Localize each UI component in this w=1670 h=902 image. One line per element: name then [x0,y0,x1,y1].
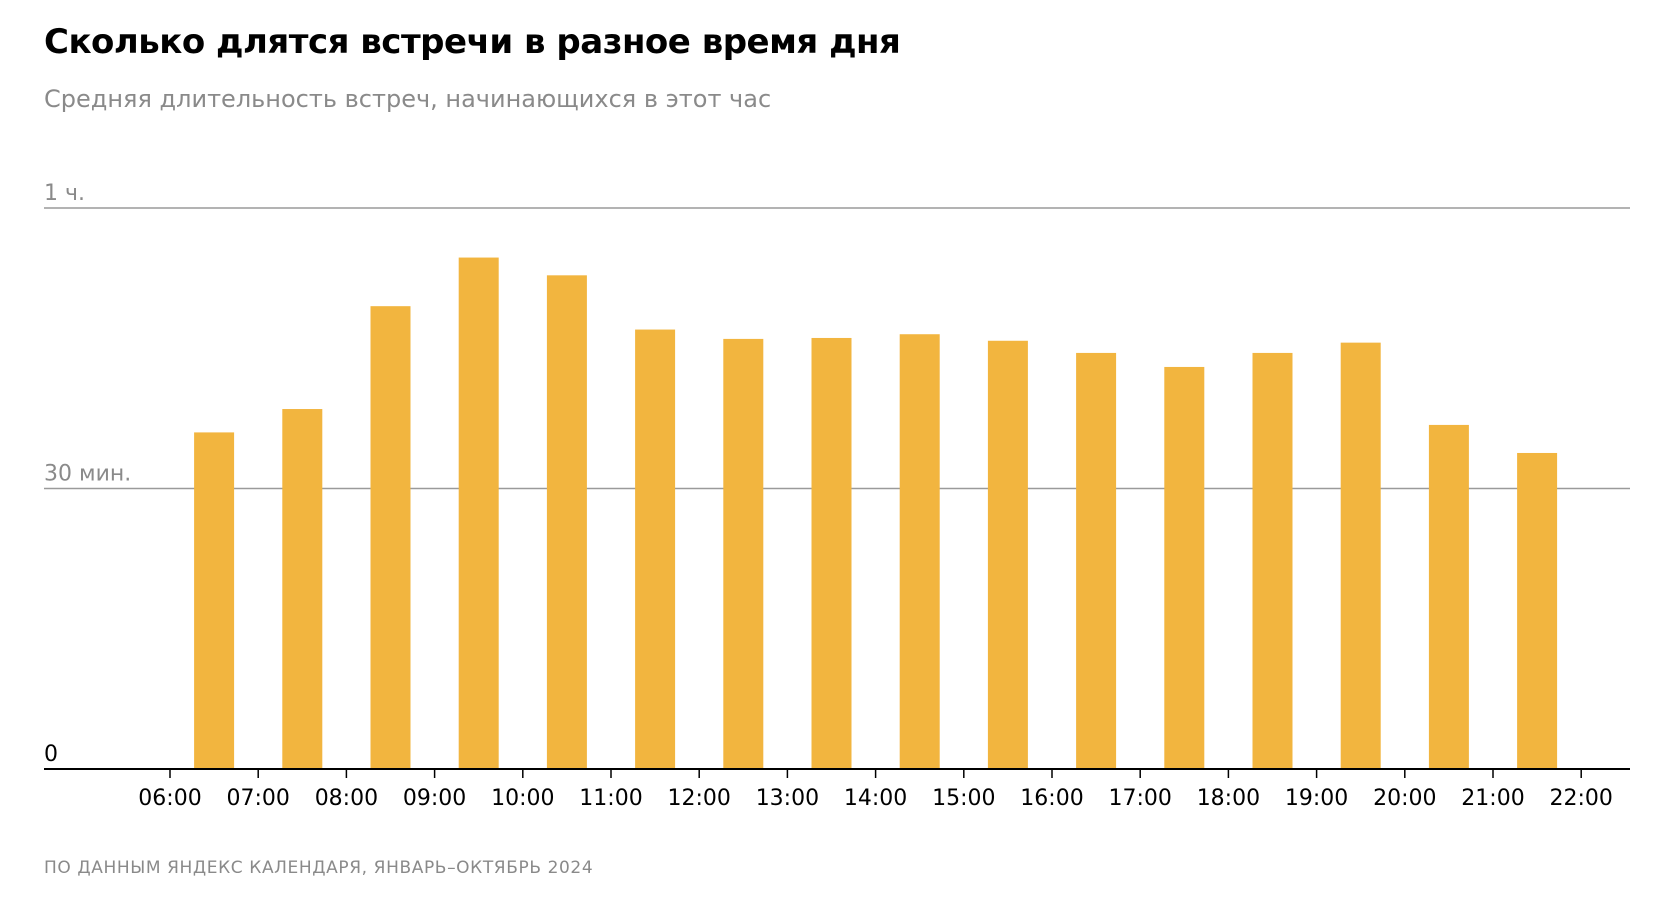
bars [194,257,1558,769]
x-tick-label: 13:00 [756,786,819,811]
bar-1300 [811,337,852,769]
x-tick-label: 15:00 [932,786,995,811]
bar-0600 [194,432,235,769]
x-tick-label: 18:00 [1197,786,1260,811]
x-tick-label: 21:00 [1461,786,1524,811]
bar-1100 [635,329,676,769]
x-tick-label: 10:00 [491,786,554,811]
bar-1000 [546,275,587,769]
x-axis [44,768,1630,778]
x-tick-label: 22:00 [1549,786,1612,811]
bar-1900 [1340,342,1381,769]
bar-1400 [899,334,940,769]
x-axis-labels: 06:00 07:00 08:00 09:00 10:00 11:00 12:00 13:00… [138,786,1613,811]
bar-1500 [987,340,1028,769]
x-tick-label: 09:00 [403,786,466,811]
bar-0700 [282,409,323,769]
x-tick-label: 16:00 [1020,786,1083,811]
x-tick-label: 06:00 [138,786,201,811]
x-tick-label: 12:00 [667,786,730,811]
x-tick-label: 20:00 [1373,786,1436,811]
chart-title: Сколько длятся встречи в разное время дн… [44,22,901,62]
y-axis-labels: 0 30 мин. 1 ч. [44,181,131,767]
x-tick-label: 08:00 [315,786,378,811]
x-tick-label: 11:00 [579,786,642,811]
bar-2000 [1428,424,1469,769]
bar-0800 [370,306,411,769]
chart-subtitle: Средняя длительность встреч, начинающихс… [44,85,772,113]
y-tick-label: 0 [44,742,58,767]
x-tick-label: 14:00 [844,786,907,811]
x-tick-label: 17:00 [1108,786,1171,811]
bar-1700 [1164,366,1205,769]
bar-1200 [723,338,764,769]
x-tick-label: 19:00 [1285,786,1348,811]
y-tick-label: 30 мин. [44,462,131,487]
x-tick-label: 07:00 [226,786,289,811]
data-source-note: ПО ДАННЫМ ЯНДЕКС КАЛЕНДАРЯ, ЯНВАРЬ–ОКТЯБ… [44,858,594,878]
bar-2100 [1517,452,1558,769]
bar-0900 [458,257,499,769]
bar-1600 [1076,352,1117,769]
bar-1800 [1252,352,1293,769]
y-tick-label: 1 ч. [44,181,85,206]
